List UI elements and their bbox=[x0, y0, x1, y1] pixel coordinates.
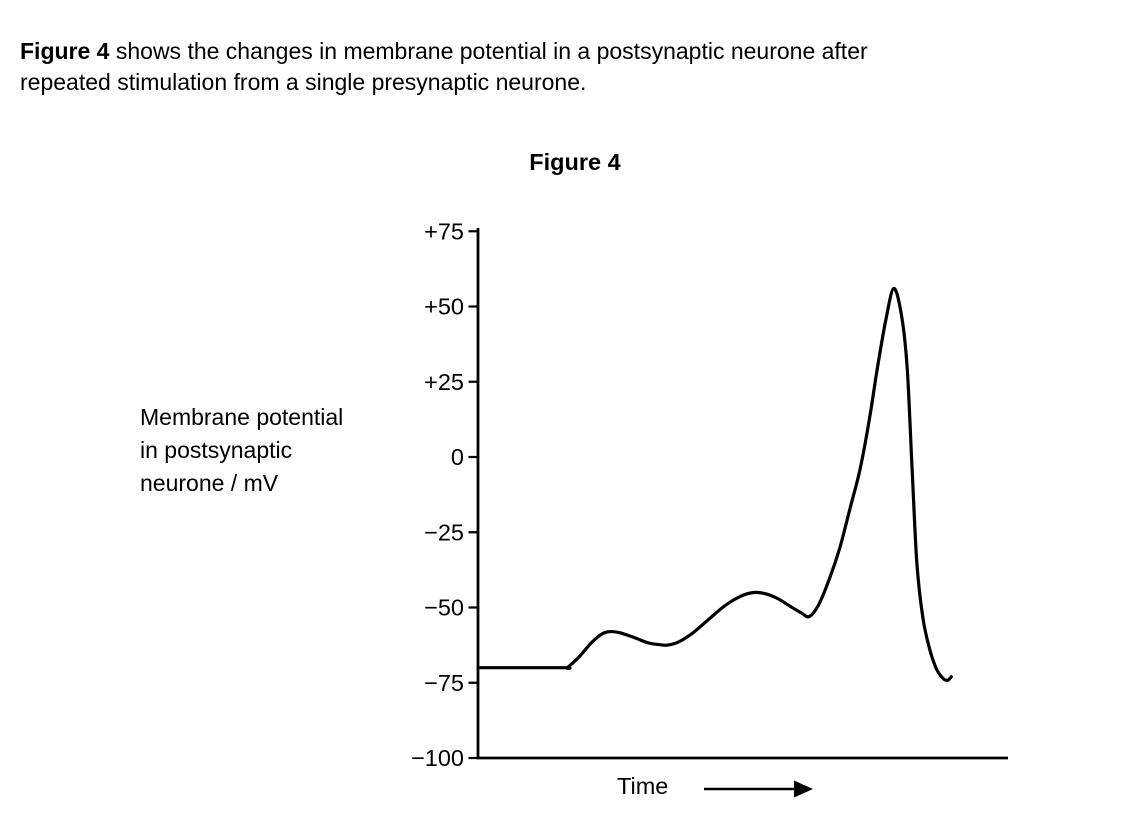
y-tick-label: +50 bbox=[424, 294, 464, 320]
figure-title: Figure 4 bbox=[529, 149, 621, 175]
intro-line2-text: repeated stimulation from a single presy… bbox=[20, 69, 587, 95]
membrane-potential-curve bbox=[476, 286, 953, 682]
y-tick-label: 0 bbox=[451, 444, 464, 470]
y-tick-label: +75 bbox=[424, 218, 464, 244]
intro-paragraph: Figure 4 shows the changes in membrane p… bbox=[20, 36, 1108, 98]
y-tick-label: −50 bbox=[424, 595, 464, 621]
time-arrow-head-icon bbox=[794, 780, 813, 798]
intro-bold-lead: Figure 4 bbox=[20, 38, 110, 64]
y-axis-label-line3: neurone / mV bbox=[140, 470, 279, 496]
y-tick-label: −75 bbox=[424, 670, 464, 696]
intro-line1-text: shows the changes in membrane potential … bbox=[109, 38, 868, 64]
y-tick-label: −100 bbox=[411, 745, 464, 771]
y-tick-label: +25 bbox=[424, 369, 464, 395]
y-axis-label-line2: in postsynaptic bbox=[140, 437, 293, 463]
x-axis-label: Time bbox=[617, 773, 669, 799]
y-axis-label: Membrane potential in postsynaptic neuro… bbox=[140, 401, 343, 500]
y-axis-label-line1: Membrane potential bbox=[140, 404, 344, 430]
y-tick-label: −25 bbox=[424, 519, 464, 545]
